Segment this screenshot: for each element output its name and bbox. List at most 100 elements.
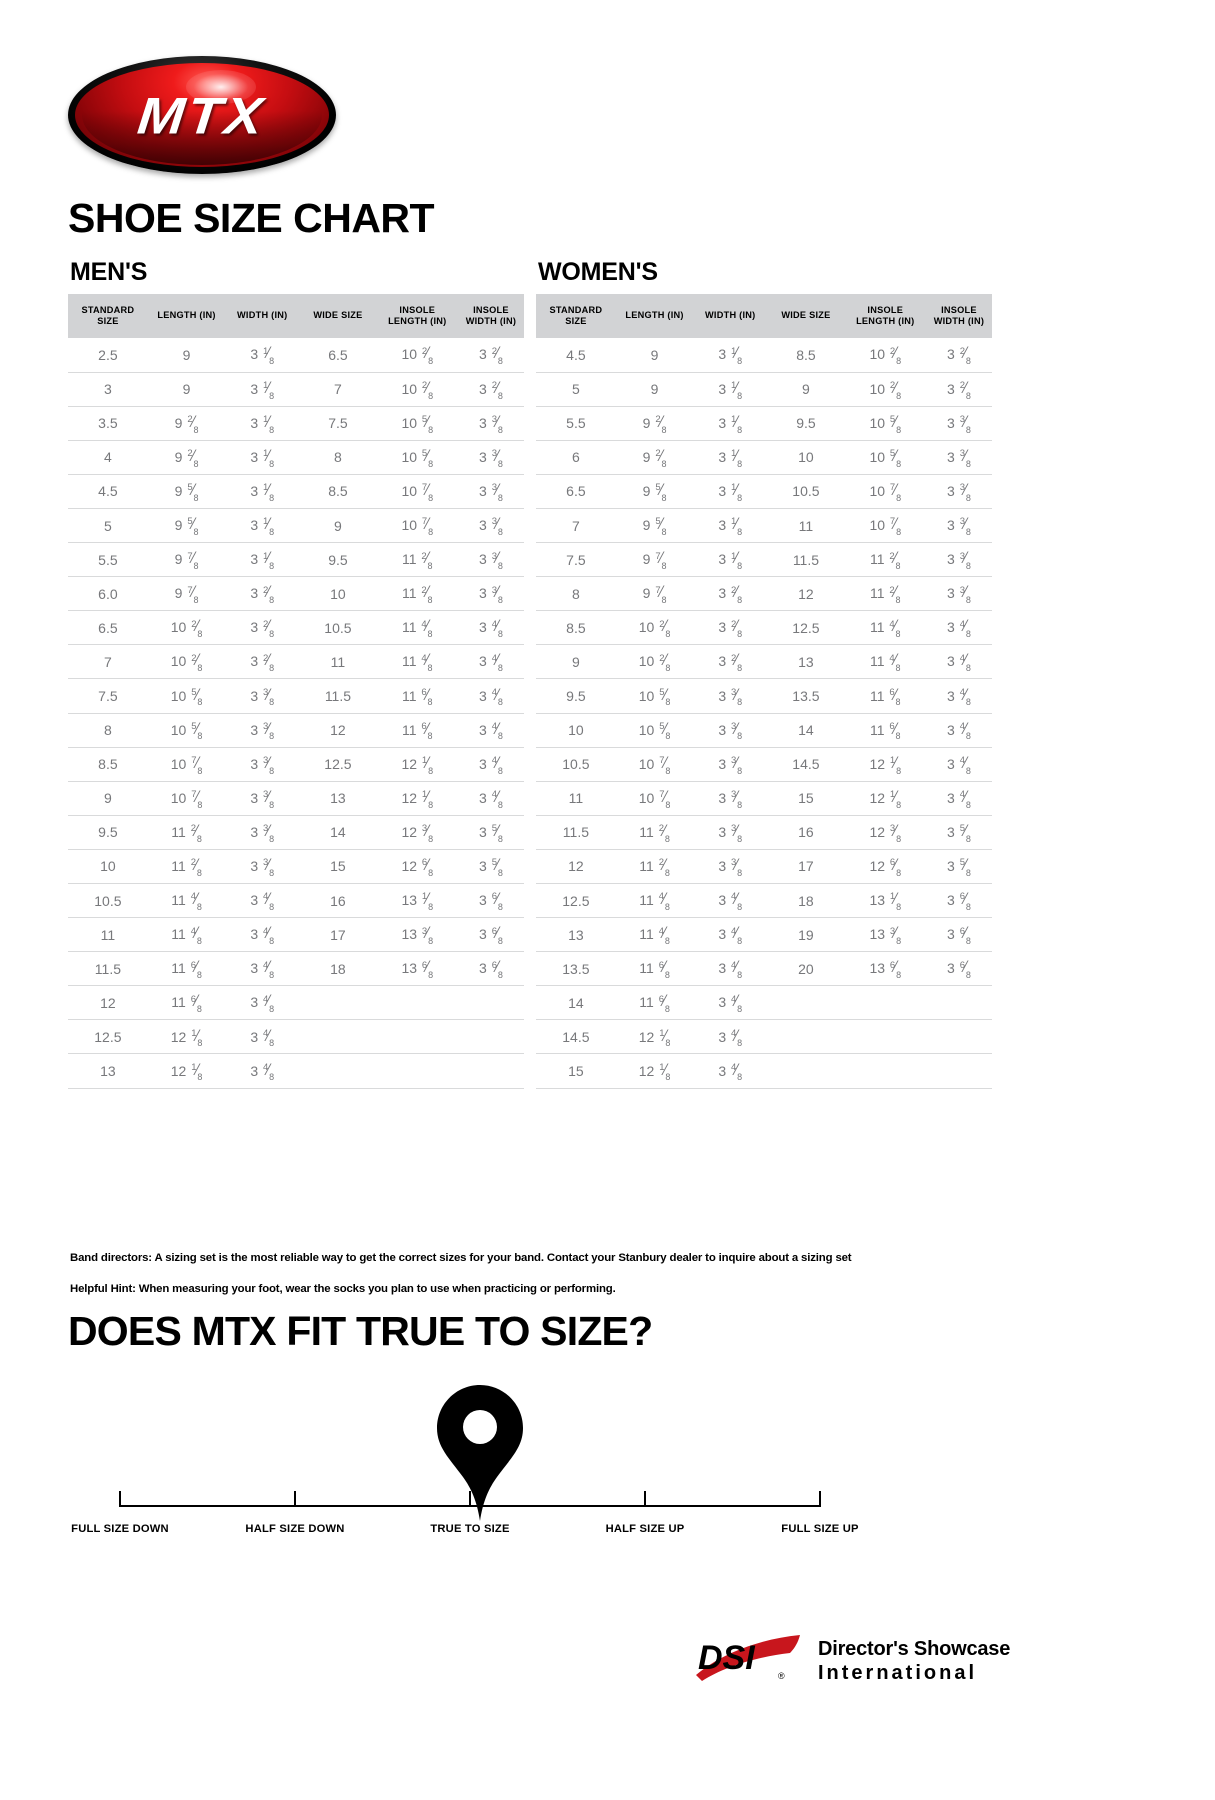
table-cell: 6.5 xyxy=(68,610,148,646)
table-cell: 3 6⁄8 xyxy=(925,951,992,987)
note-band-directors: Band directors: A sizing set is the most… xyxy=(70,1252,852,1264)
table-cell: 3 3⁄8 xyxy=(225,815,300,850)
table-cell: 3 3⁄8 xyxy=(457,576,524,612)
womens-section-title: WOMEN'S xyxy=(538,258,658,286)
table-cell xyxy=(844,985,926,1021)
table-cell xyxy=(457,985,524,1021)
table-cell: 11 2⁄8 xyxy=(615,815,694,850)
table-row: 8.5 10 2⁄8 3 2⁄8 12.5 11 4⁄8 3 4⁄8 xyxy=(536,610,992,646)
table-cell: 3 3⁄8 xyxy=(693,849,768,885)
table-cell: 8 xyxy=(299,440,377,475)
fit-label-half-size-up: HALF SIZE UP xyxy=(605,1523,685,1535)
table-cell: 9 xyxy=(147,338,226,373)
table-cell: 10 2⁄8 xyxy=(147,644,226,680)
table-row: 5.5 9 2⁄8 3 1⁄8 9.5 10 5⁄8 3 3⁄8 xyxy=(536,406,992,441)
mens-section-title: MEN'S xyxy=(70,258,148,286)
table-cell: 11.5 xyxy=(68,951,148,987)
table-cell: 11 4⁄8 xyxy=(147,917,226,953)
table-cell: 11 6⁄8 xyxy=(615,951,694,987)
table-cell: 7.5 xyxy=(68,678,148,714)
table-cell: 11.5 xyxy=(767,542,845,578)
mens-table-head: STANDARD SIZE LENGTH (IN) WIDTH (IN) WIDE… xyxy=(68,294,524,338)
table-cell: 3 3⁄8 xyxy=(457,406,524,441)
table-cell: 11 xyxy=(299,644,377,680)
table-cell: 3 4⁄8 xyxy=(693,951,768,987)
table-cell: 3 4⁄8 xyxy=(457,747,524,782)
table-cell: 3 4⁄8 xyxy=(925,747,992,782)
table-cell: 16 xyxy=(299,883,377,919)
table-cell: 3 2⁄8 xyxy=(693,644,768,680)
col-header-width: WIDTH (IN) xyxy=(225,294,300,338)
table-cell: 9 5⁄8 xyxy=(615,508,694,544)
col-header-standard-size: STANDARD SIZE xyxy=(536,294,616,338)
fit-scale-tick-half-down xyxy=(294,1491,296,1507)
table-cell: 11 6⁄8 xyxy=(615,985,694,1021)
table-row: 6.0 9 7⁄8 3 2⁄8 10 11 2⁄8 3 3⁄8 xyxy=(68,576,524,612)
map-pin-icon xyxy=(437,1385,523,1521)
table-cell xyxy=(457,1053,524,1089)
table-cell: 10 5⁄8 xyxy=(844,440,926,475)
table-cell: 3 3⁄8 xyxy=(925,576,992,612)
table-cell: 10 5⁄8 xyxy=(615,678,694,714)
table-cell: 3 6⁄8 xyxy=(457,951,524,987)
table-cell: 3 2⁄8 xyxy=(693,610,768,646)
table-cell: 3 3⁄8 xyxy=(925,542,992,578)
table-row: 12 11 2⁄8 3 3⁄8 17 12 6⁄8 3 5⁄8 xyxy=(536,849,992,885)
table-cell: 17 xyxy=(299,917,377,953)
table-cell: 4.5 xyxy=(536,338,616,373)
fit-label-true-to-size: TRUE TO SIZE xyxy=(430,1523,510,1535)
dsi-company-line-1: Director's Showcase xyxy=(818,1638,1011,1660)
col-header-length: LENGTH (IN) xyxy=(615,294,694,338)
table-cell: 13 6⁄8 xyxy=(376,951,458,987)
table-cell xyxy=(925,1053,992,1089)
table-cell: 3 1⁄8 xyxy=(693,338,768,373)
fit-scale: FULL SIZE DOWN HALF SIZE DOWN TRUE TO SI… xyxy=(68,1375,928,1565)
table-cell: 3 4⁄8 xyxy=(225,1019,300,1055)
table-cell: 10 2⁄8 xyxy=(844,372,926,407)
mens-size-table-container: STANDARD SIZE LENGTH (IN) WIDTH (IN) WIDE… xyxy=(68,294,524,1089)
table-row: 3.5 9 2⁄8 3 1⁄8 7.5 10 5⁄8 3 3⁄8 xyxy=(68,406,524,441)
table-cell: 10 7⁄8 xyxy=(147,781,226,816)
table-cell: 3 6⁄8 xyxy=(925,917,992,953)
table-cell: 3 1⁄8 xyxy=(225,508,300,544)
table-cell: 11 6⁄8 xyxy=(844,678,926,714)
fit-label-full-size-up: FULL SIZE UP xyxy=(781,1523,859,1535)
table-cell: 3 2⁄8 xyxy=(925,338,992,373)
table-cell: 9.5 xyxy=(299,542,377,578)
table-cell: 7 xyxy=(68,644,148,680)
table-row: 12.5 11 4⁄8 3 4⁄8 18 13 1⁄8 3 6⁄8 xyxy=(536,883,992,919)
table-cell: 10 2⁄8 xyxy=(147,610,226,646)
table-cell: 10 xyxy=(299,576,377,612)
col-header-insole-length: INSOLE LENGTH (IN) xyxy=(844,294,926,338)
table-cell: 5 xyxy=(68,508,148,544)
table-cell: 3 4⁄8 xyxy=(457,713,524,748)
svg-text:DSI: DSI xyxy=(698,1639,756,1677)
table-cell: 3 6⁄8 xyxy=(457,917,524,953)
table-row: 9.5 10 5⁄8 3 3⁄8 13.5 11 6⁄8 3 4⁄8 xyxy=(536,678,992,714)
col-header-insole-width: INSOLE WIDTH (IN) xyxy=(925,294,992,338)
fit-scale-tick-half-up xyxy=(644,1491,646,1507)
table-cell: 10 5⁄8 xyxy=(844,406,926,441)
table-cell: 3 3⁄8 xyxy=(925,406,992,441)
col-header-length: LENGTH (IN) xyxy=(147,294,226,338)
note-helpful-hint: Helpful Hint: When measuring your foot, … xyxy=(70,1282,616,1295)
table-cell: 9 xyxy=(299,508,377,544)
dsi-company-name: Director's Showcase International xyxy=(818,1637,1010,1686)
table-cell: 7.5 xyxy=(299,406,377,441)
table-cell: 10 7⁄8 xyxy=(615,781,694,816)
table-cell: 3 3⁄8 xyxy=(457,474,524,509)
table-cell: 9.5 xyxy=(536,678,616,714)
table-cell: 3 4⁄8 xyxy=(225,951,300,987)
table-cell: 10.5 xyxy=(299,610,377,646)
logo-wordmark: MTX xyxy=(68,56,336,174)
table-row: 11 11 4⁄8 3 4⁄8 17 13 3⁄8 3 6⁄8 xyxy=(68,917,524,953)
table-cell: 5.5 xyxy=(68,542,148,578)
table-cell: 7 xyxy=(299,372,377,407)
table-row: 6.5 10 2⁄8 3 2⁄8 10.5 11 4⁄8 3 4⁄8 xyxy=(68,610,524,646)
table-cell: 3 4⁄8 xyxy=(457,610,524,646)
table-cell: 3 4⁄8 xyxy=(225,917,300,953)
table-cell: 3 3⁄8 xyxy=(225,713,300,748)
